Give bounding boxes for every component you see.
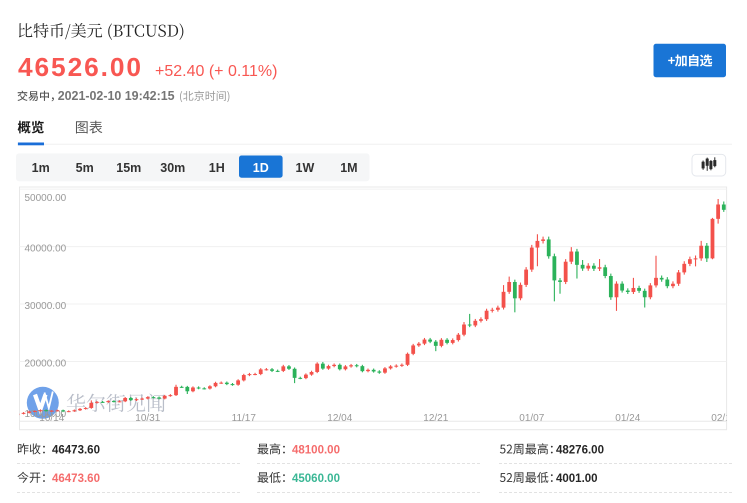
svg-text:1H: 1H: [209, 161, 225, 175]
svg-text:48276.00: 48276.00: [556, 444, 604, 456]
svg-text:40000.00: 40000.00: [25, 244, 67, 255]
svg-text:1m: 1m: [32, 161, 50, 175]
svg-text:11/17: 11/17: [232, 413, 257, 424]
svg-text:1W: 1W: [296, 161, 315, 175]
svg-text:4001.00: 4001.00: [556, 473, 598, 485]
svg-text:12/21: 12/21: [423, 413, 448, 424]
svg-text:10/31: 10/31: [135, 413, 160, 424]
svg-text:01/24: 01/24: [615, 413, 640, 424]
svg-text:5m: 5m: [76, 161, 94, 175]
svg-text:48100.00: 48100.00: [292, 444, 340, 456]
svg-text:1M: 1M: [340, 161, 357, 175]
svg-text:01/07: 01/07: [519, 413, 544, 424]
svg-text:46473.60: 46473.60: [52, 473, 100, 485]
svg-text:20000.00: 20000.00: [25, 358, 67, 369]
svg-text:30m: 30m: [160, 161, 185, 175]
svg-text:46473.60: 46473.60: [52, 444, 100, 456]
svg-text:45060.00: 45060.00: [292, 473, 340, 485]
svg-text:30000.00: 30000.00: [25, 301, 67, 312]
svg-text:50000.00: 50000.00: [25, 193, 67, 204]
svg-text:+52.40 (+ 0.11%): +52.40 (+ 0.11%): [155, 63, 277, 80]
svg-text:2021-02-10 19:42:15: 2021-02-10 19:42:15: [58, 89, 175, 103]
svg-text:10000.00: 10000.00: [25, 409, 67, 420]
svg-text:15m: 15m: [116, 161, 141, 175]
svg-text:1D: 1D: [253, 161, 269, 175]
svg-text:10/14: 10/14: [39, 413, 64, 424]
svg-text:12/04: 12/04: [327, 413, 352, 424]
svg-text:02/10: 02/10: [711, 413, 736, 424]
svg-text:46526.00: 46526.00: [18, 52, 143, 82]
